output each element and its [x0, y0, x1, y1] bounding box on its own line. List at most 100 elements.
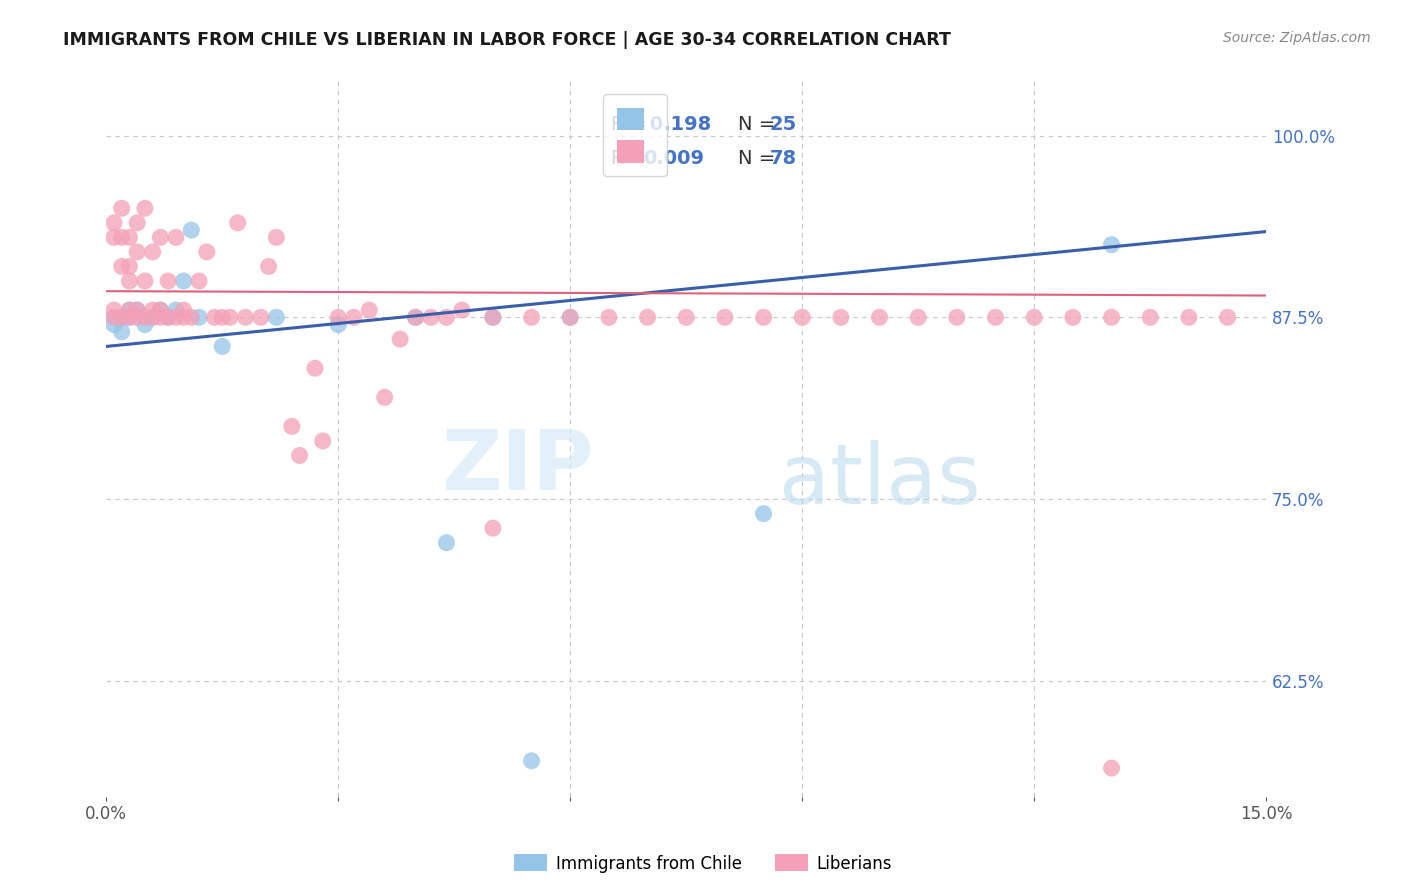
Point	[405, 310, 427, 325]
Point	[118, 303, 141, 318]
Point	[235, 310, 257, 325]
Point	[157, 310, 180, 325]
Point	[111, 230, 134, 244]
Text: atlas: atlas	[779, 440, 981, 521]
Point	[211, 339, 233, 353]
Point	[149, 303, 172, 318]
Point	[304, 361, 326, 376]
Point	[1101, 237, 1123, 252]
Point	[328, 318, 350, 332]
Point	[714, 310, 737, 325]
Point	[374, 390, 396, 404]
Point	[103, 310, 125, 325]
Point	[520, 754, 543, 768]
Point	[195, 244, 218, 259]
Legend: , : ,	[603, 95, 668, 177]
Point	[560, 310, 582, 325]
Point	[451, 303, 474, 318]
Point	[359, 303, 381, 318]
Point	[118, 303, 141, 318]
Point	[103, 303, 125, 318]
Point	[1139, 310, 1161, 325]
Point	[1101, 310, 1123, 325]
Point	[1062, 310, 1084, 325]
Point	[405, 310, 427, 325]
Point	[389, 332, 412, 346]
Point	[907, 310, 929, 325]
Point	[165, 230, 187, 244]
Point	[204, 310, 226, 325]
Point	[226, 216, 249, 230]
Point	[219, 310, 242, 325]
Point	[134, 318, 156, 332]
Point	[103, 216, 125, 230]
Legend: Immigrants from Chile, Liberians: Immigrants from Chile, Liberians	[508, 847, 898, 880]
Point	[127, 303, 149, 318]
Text: N =: N =	[738, 115, 782, 134]
Text: 0.009: 0.009	[644, 150, 704, 169]
Point	[482, 310, 505, 325]
Point	[869, 310, 891, 325]
Point	[142, 244, 165, 259]
Point	[266, 310, 288, 325]
Point	[118, 230, 141, 244]
Point	[675, 310, 697, 325]
Text: 0.198: 0.198	[644, 115, 711, 134]
Point	[752, 507, 775, 521]
Point	[103, 318, 125, 332]
Point	[281, 419, 304, 434]
Text: IMMIGRANTS FROM CHILE VS LIBERIAN IN LABOR FORCE | AGE 30-34 CORRELATION CHART: IMMIGRANTS FROM CHILE VS LIBERIAN IN LAB…	[63, 31, 950, 49]
Point	[134, 202, 156, 216]
Point	[250, 310, 273, 325]
Point	[257, 260, 280, 274]
Point	[482, 310, 505, 325]
Point	[127, 310, 149, 325]
Point	[127, 303, 149, 318]
Point	[1024, 310, 1046, 325]
Point	[111, 310, 134, 325]
Text: R =: R =	[610, 115, 654, 134]
Point	[343, 310, 366, 325]
Point	[266, 230, 288, 244]
Text: N =: N =	[738, 150, 782, 169]
Point	[103, 310, 125, 325]
Point	[111, 325, 134, 339]
Point	[328, 310, 350, 325]
Point	[180, 223, 202, 237]
Point	[598, 310, 620, 325]
Point	[118, 260, 141, 274]
Point	[118, 310, 141, 325]
Point	[165, 303, 187, 318]
Point	[111, 260, 134, 274]
Point	[1216, 310, 1239, 325]
Text: 25: 25	[769, 115, 797, 134]
Point	[946, 310, 969, 325]
Point	[1178, 310, 1201, 325]
Point	[157, 310, 180, 325]
Point	[118, 274, 141, 288]
Point	[188, 310, 211, 325]
Point	[118, 310, 141, 325]
Point	[984, 310, 1007, 325]
Point	[436, 310, 458, 325]
Point	[157, 274, 180, 288]
Point	[149, 310, 172, 325]
Point	[173, 274, 195, 288]
Point	[637, 310, 659, 325]
Point	[520, 310, 543, 325]
Point	[103, 230, 125, 244]
Point	[142, 310, 165, 325]
Point	[188, 274, 211, 288]
Point	[134, 274, 156, 288]
Point	[560, 310, 582, 325]
Text: R =: R =	[610, 150, 654, 169]
Point	[752, 310, 775, 325]
Text: 78: 78	[769, 150, 797, 169]
Point	[111, 310, 134, 325]
Point	[830, 310, 852, 325]
Point	[127, 216, 149, 230]
Point	[149, 303, 172, 318]
Point	[792, 310, 814, 325]
Point	[420, 310, 443, 325]
Point	[142, 303, 165, 318]
